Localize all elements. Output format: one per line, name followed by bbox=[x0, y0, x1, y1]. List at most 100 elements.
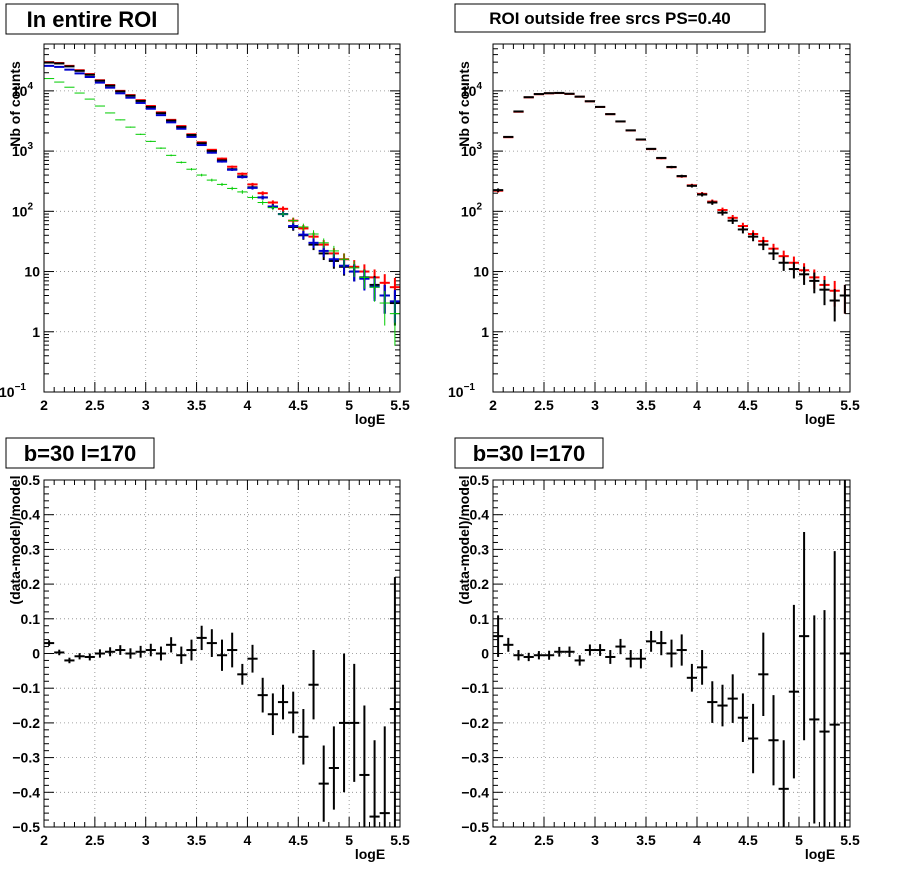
y-tick-label: 0.3 bbox=[21, 541, 41, 557]
data-point bbox=[544, 650, 555, 660]
data-point bbox=[247, 182, 258, 187]
data-point bbox=[748, 232, 759, 242]
data-point bbox=[389, 299, 400, 346]
data-point bbox=[74, 92, 85, 94]
data-point bbox=[257, 195, 268, 200]
x-tick-label: 3 bbox=[591, 832, 599, 848]
data-point bbox=[115, 92, 126, 95]
data-point bbox=[125, 648, 136, 659]
data-point bbox=[206, 178, 217, 182]
data-point bbox=[328, 245, 339, 258]
data-point bbox=[788, 262, 799, 279]
data-point bbox=[155, 112, 167, 115]
data-point bbox=[196, 173, 207, 177]
data-point bbox=[778, 256, 789, 271]
data-point bbox=[186, 135, 197, 138]
data-point bbox=[237, 175, 248, 179]
data-point bbox=[216, 157, 228, 160]
data-point bbox=[707, 200, 718, 205]
data-point bbox=[166, 121, 177, 124]
y-tick-label: 10−1 bbox=[0, 382, 26, 400]
data-point bbox=[186, 639, 197, 661]
data-point bbox=[809, 615, 820, 824]
x-tick-label: 2.5 bbox=[85, 397, 105, 413]
data-point bbox=[308, 230, 319, 239]
data-point bbox=[839, 284, 850, 314]
data-point bbox=[115, 119, 126, 121]
data-point bbox=[135, 101, 146, 104]
y-axis-label: (data-model)/model bbox=[456, 475, 472, 604]
data-point bbox=[799, 532, 810, 741]
data-point bbox=[839, 480, 850, 827]
data-point bbox=[257, 200, 268, 205]
y-tick-label: −0.2 bbox=[461, 715, 489, 731]
data-point bbox=[257, 677, 268, 713]
chart-title: In entire ROI bbox=[27, 7, 158, 32]
data-point bbox=[554, 91, 565, 94]
y-tick-label: −0.2 bbox=[12, 715, 40, 731]
data-point bbox=[697, 650, 708, 685]
data-point bbox=[676, 634, 687, 666]
data-point bbox=[707, 681, 718, 723]
data-point bbox=[216, 160, 228, 163]
plot-area bbox=[493, 44, 850, 392]
x-tick-label: 4.5 bbox=[738, 832, 758, 848]
data-point bbox=[829, 289, 840, 322]
data-point bbox=[625, 129, 636, 132]
x-tick-label: 2 bbox=[40, 397, 48, 413]
data-point bbox=[267, 693, 278, 736]
data-point bbox=[125, 126, 136, 128]
data-point bbox=[227, 632, 238, 668]
data-point bbox=[135, 133, 146, 135]
data-point bbox=[277, 206, 289, 212]
data-point bbox=[288, 217, 299, 224]
data-point bbox=[717, 684, 728, 727]
data-point bbox=[574, 655, 585, 666]
data-point bbox=[176, 161, 187, 164]
x-tick-label: 4.5 bbox=[289, 832, 309, 848]
data-point bbox=[605, 650, 616, 664]
data-point bbox=[206, 151, 217, 154]
y-tick-label: 10 bbox=[473, 264, 489, 280]
x-tick-label: 3.5 bbox=[187, 832, 207, 848]
y-tick-label: −0.3 bbox=[461, 750, 489, 766]
x-tick-label: 5.5 bbox=[840, 397, 860, 413]
data-point bbox=[778, 740, 789, 827]
data-point bbox=[176, 127, 187, 130]
data-point bbox=[493, 615, 504, 657]
data-point bbox=[115, 90, 126, 93]
data-point bbox=[554, 646, 565, 657]
data-point bbox=[758, 632, 769, 716]
data-point bbox=[349, 261, 360, 278]
y-axis-label: Nb of counts bbox=[456, 61, 472, 147]
data-point bbox=[84, 98, 95, 100]
x-tick-label: 5 bbox=[345, 832, 353, 848]
data-point bbox=[788, 604, 799, 779]
x-tick-label: 3.5 bbox=[187, 397, 207, 413]
x-axis-label: logE bbox=[805, 411, 835, 427]
data-point bbox=[237, 190, 248, 194]
x-tick-label: 4 bbox=[244, 397, 252, 413]
data-point bbox=[829, 551, 840, 827]
chart-title: ROI outside free srcs PS=0.40 bbox=[489, 9, 730, 28]
data-point bbox=[237, 172, 248, 176]
data-point bbox=[666, 165, 677, 169]
x-tick-label: 4 bbox=[244, 832, 252, 848]
data-point bbox=[288, 691, 299, 734]
y-tick-label: −0.1 bbox=[461, 680, 489, 696]
x-tick-label: 2 bbox=[40, 832, 48, 848]
x-tick-label: 3 bbox=[591, 397, 599, 413]
data-point bbox=[359, 705, 370, 827]
series-1 bbox=[44, 577, 400, 827]
x-tick-label: 4.5 bbox=[738, 397, 758, 413]
chart-title: b=30 l=170 bbox=[473, 441, 586, 466]
data-point bbox=[125, 96, 136, 99]
data-point bbox=[206, 150, 217, 153]
data-point bbox=[155, 147, 167, 149]
x-tick-label: 4 bbox=[693, 832, 701, 848]
data-point bbox=[513, 110, 524, 113]
y-tick-label: 0.1 bbox=[470, 611, 490, 627]
data-point bbox=[503, 637, 514, 652]
data-point bbox=[155, 114, 167, 117]
